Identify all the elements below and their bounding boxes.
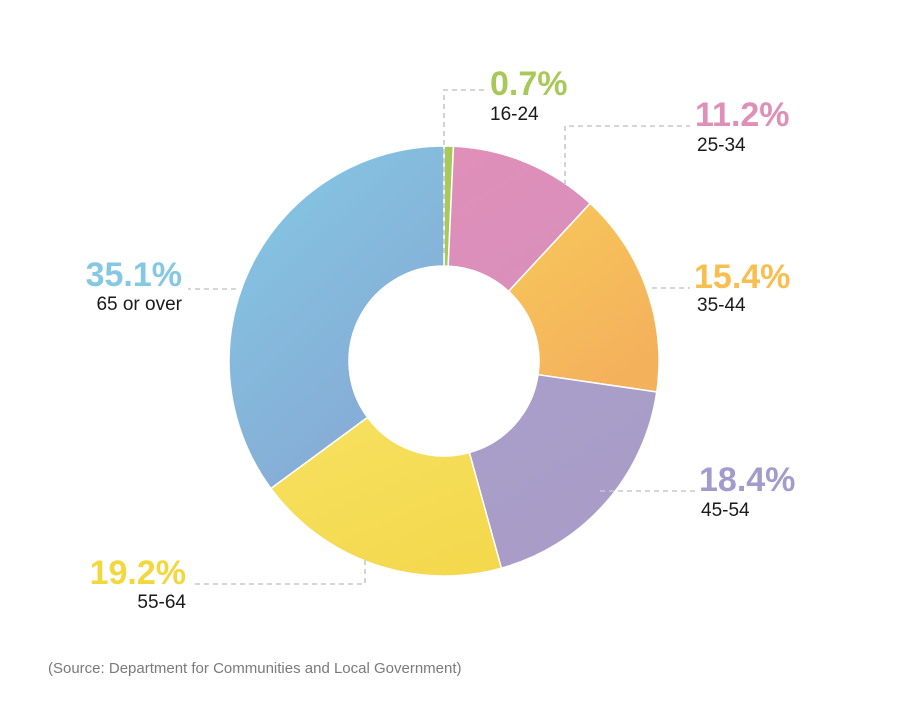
category-label-45-54: 45-54 xyxy=(701,500,750,521)
leader-lines xyxy=(188,89,695,585)
slice-55-64 xyxy=(269,416,503,577)
value-label-45-54: 18.4% xyxy=(699,461,795,499)
slice-labels: 0.7%16-24 11.2%25-34 15.4%35-44 18.4%45-54 1… xyxy=(86,65,796,613)
slice-45-54 xyxy=(468,373,658,570)
leader-16-24 xyxy=(443,89,486,253)
category-label-65-or-over: 65 or over xyxy=(96,294,182,315)
value-label-55-64: 19.2% xyxy=(90,554,186,592)
slice-65-or-over xyxy=(228,145,445,490)
category-label-55-64: 55-64 xyxy=(137,592,186,613)
value-label-25-34: 11.2% xyxy=(695,96,790,134)
leader-25-34 xyxy=(564,125,690,185)
category-label-16-24: 16-24 xyxy=(490,104,539,125)
category-label-35-44: 35-44 xyxy=(697,295,746,316)
category-label-25-34: 25-34 xyxy=(697,135,746,156)
leader-55-64 xyxy=(192,560,366,585)
slice-35-44 xyxy=(507,202,660,393)
value-label-65-or-over: 35.1% xyxy=(86,256,182,294)
value-label-16-24: 0.7% xyxy=(490,65,568,103)
source-note: (Source: Department for Communities and … xyxy=(48,660,462,677)
value-label-35-44: 15.4% xyxy=(694,258,790,296)
donut-slices xyxy=(228,145,660,577)
